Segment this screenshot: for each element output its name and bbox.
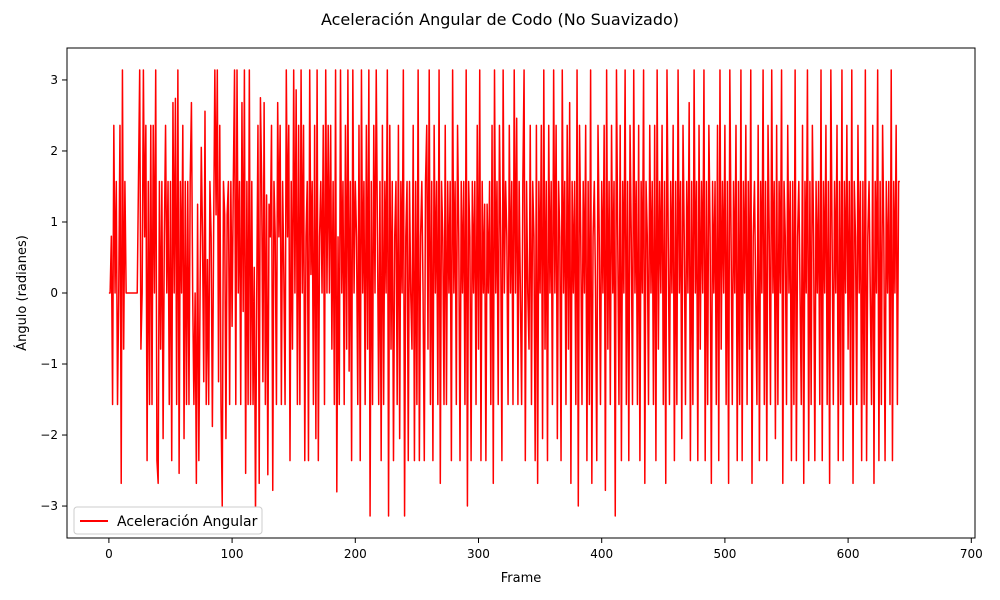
- x-tick-label: 700: [960, 547, 983, 561]
- x-tick-label: 0: [105, 547, 113, 561]
- x-tick-label: 200: [344, 547, 367, 561]
- y-tick-label: −1: [40, 357, 58, 371]
- x-tick-label: 100: [221, 547, 244, 561]
- y-axis: −3 −2 −1 0 1 2 3: [40, 73, 67, 513]
- y-tick-label: −3: [40, 499, 58, 513]
- y-tick-label: 1: [50, 215, 58, 229]
- y-axis-label: Ángulo (radianes): [14, 235, 30, 351]
- series-layer: [108, 69, 900, 517]
- x-tick-label: 300: [467, 547, 490, 561]
- y-tick-label: 2: [50, 144, 58, 158]
- legend-label: Aceleración Angular: [117, 514, 258, 530]
- y-tick-label: −2: [40, 428, 58, 442]
- x-tick-label: 400: [590, 547, 613, 561]
- x-tick-label: 600: [837, 547, 860, 561]
- y-tick-label: 0: [50, 286, 58, 300]
- x-axis-label: Frame: [501, 571, 542, 586]
- plot-area: [66, 47, 976, 539]
- x-tick-label: 500: [713, 547, 736, 561]
- legend: Aceleración Angular: [73, 506, 263, 535]
- series-line: [108, 69, 900, 517]
- y-tick-label: 3: [50, 73, 58, 87]
- chart-title: Aceleración Angular de Codo (No Suavizad…: [321, 10, 679, 29]
- legend-box: [73, 506, 263, 535]
- x-axis: 0 100 200 300 400 500 600 700: [105, 538, 983, 561]
